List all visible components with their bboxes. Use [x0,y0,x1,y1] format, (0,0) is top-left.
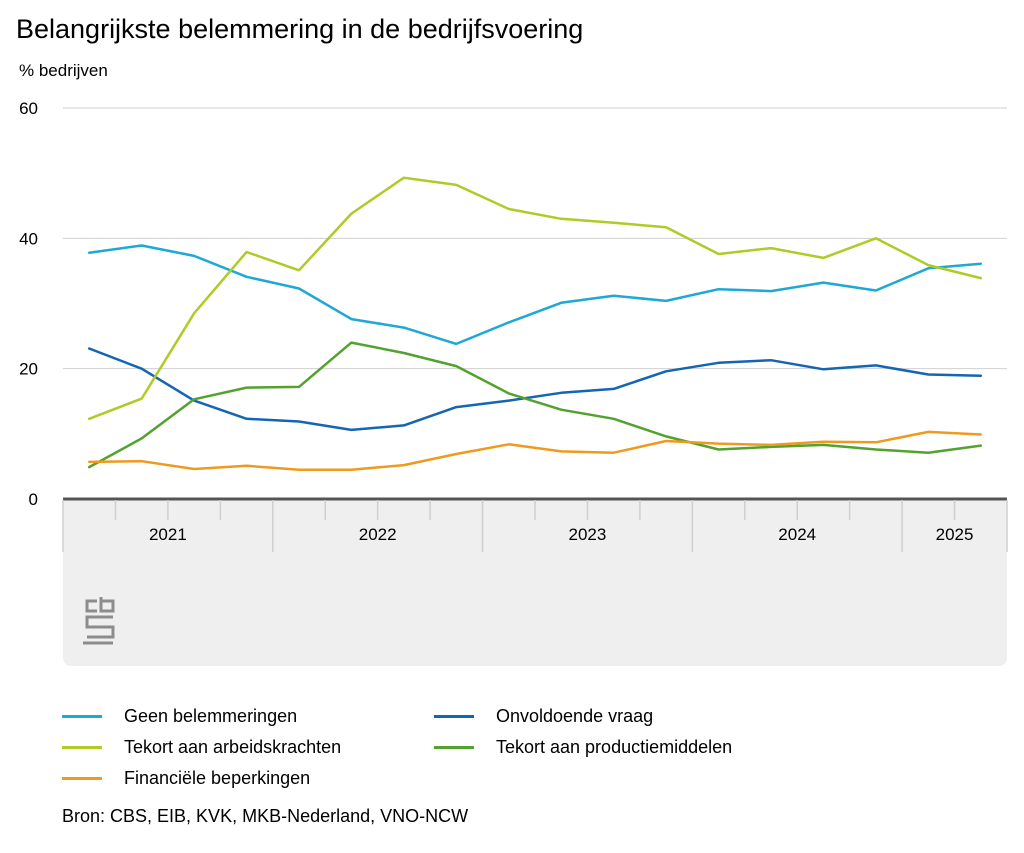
cbs-logo [83,597,115,645]
gridlines [63,107,1007,370]
y-tick-label: 0 [29,490,38,509]
x-tick-label: 2022 [359,525,397,544]
x-tick-label: 2024 [778,525,816,544]
legend-item-tekort-productiemiddelen: Tekort aan productiemiddelen [434,737,732,758]
legend-item-financiele-beperkingen: Financiële beperkingen [62,768,310,789]
legend-item-onvoldoende-vraag: Onvoldoende vraag [434,706,653,727]
legend-swatch [62,715,102,718]
x-tick-label: 2023 [569,525,607,544]
legend-label: Tekort aan arbeidskrachten [124,737,342,757]
x-axis: 2021 2022 2023 2024 2025 [62,497,1008,552]
source-note: Bron: CBS, EIB, KVK, MKB-Nederland, VNO-… [62,806,469,826]
y-tick-label: 60 [19,99,38,118]
legend-swatch [62,746,102,749]
legend-item-tekort-arbeidskrachten: Tekort aan arbeidskrachten [62,737,341,758]
legend-label: Geen belemmeringen [124,706,298,726]
x-tick-label: 2025 [936,525,974,544]
y-axis-unit-label: % bedrijven [19,61,108,80]
y-tick-label: 40 [19,229,38,248]
chart-title: Belangrijkste belemmering in de bedrijfs… [16,14,584,44]
legend-label: Tekort aan productiemiddelen [496,737,733,757]
legend-swatch [434,746,474,749]
legend-label: Onvoldoende vraag [496,706,654,726]
legend-swatch [434,715,474,718]
series-line-geen-belemmeringen [87,244,983,346]
legend-label: Financiële beperkingen [124,768,311,788]
series-line-tekort-aan-productiemiddelen [87,341,983,469]
y-tick-label: 20 [19,360,38,379]
series-line-financi-le-beperkingen [87,430,983,471]
series-line-tekort-aan-arbeidskrachten [87,176,983,421]
legend-swatch [62,777,102,780]
y-axis-labels: 0 20 40 60 [19,99,38,509]
series-lines [87,176,983,471]
series-line-onvoldoende-vraag [87,347,983,432]
axis-band [63,499,1007,666]
x-tick-label: 2021 [149,525,187,544]
line-chart: 0 20 40 60 2021 2022 2023 2024 2025 [19,99,1008,666]
legend-item-geen-belemmeringen: Geen belemmeringen [62,706,297,727]
